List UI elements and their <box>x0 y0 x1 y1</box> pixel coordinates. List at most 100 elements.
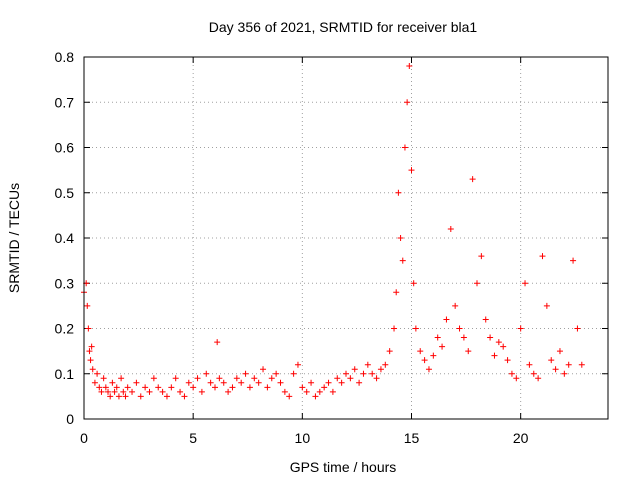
data-point <box>216 375 223 382</box>
data-point <box>181 393 188 400</box>
data-point <box>321 384 328 391</box>
chart-title: Day 356 of 2021, SRMTID for receiver bla… <box>209 19 478 35</box>
x-tick-label: 0 <box>80 430 88 446</box>
data-point <box>425 366 432 373</box>
data-point <box>356 379 363 386</box>
data-point <box>87 357 94 364</box>
y-tick-label: 0 <box>66 411 74 427</box>
data-point <box>96 384 103 391</box>
data-point <box>334 375 341 382</box>
data-point <box>401 144 408 151</box>
data-point <box>364 361 371 368</box>
data-point <box>146 388 153 395</box>
data-point <box>155 384 162 391</box>
data-point <box>539 253 546 260</box>
data-point <box>133 379 140 386</box>
data-point <box>198 388 205 395</box>
data-point <box>382 361 389 368</box>
data-point <box>246 384 253 391</box>
data-point <box>417 348 424 355</box>
plot-frame <box>83 56 609 420</box>
y-tick-label: 0.8 <box>55 49 75 65</box>
data-point <box>443 316 450 323</box>
data-point <box>122 393 129 400</box>
data-point <box>290 370 297 377</box>
data-point <box>325 379 332 386</box>
data-point <box>369 370 376 377</box>
data-point <box>338 379 345 386</box>
data-point <box>460 334 467 341</box>
data-point <box>118 375 125 382</box>
data-point <box>255 379 262 386</box>
data-point <box>308 379 315 386</box>
data-point <box>556 348 563 355</box>
y-tick-labels: 0 0.1 0.2 0.3 0.4 0.5 0.6 0.7 0.8 <box>55 49 75 427</box>
data-point <box>393 289 400 296</box>
data-point <box>329 388 336 395</box>
data-point <box>482 316 489 323</box>
data-point <box>543 302 550 309</box>
data-point <box>351 366 358 373</box>
data-point <box>109 379 116 386</box>
data-point <box>111 388 118 395</box>
data-point <box>526 361 533 368</box>
data-point <box>373 375 380 382</box>
data-point <box>190 384 197 391</box>
data-point <box>137 393 144 400</box>
data-point <box>408 167 415 174</box>
data-point <box>552 366 559 373</box>
data-point <box>91 379 98 386</box>
data-point <box>194 375 201 382</box>
data-point <box>159 388 166 395</box>
data-point <box>456 325 463 332</box>
data-point <box>264 384 271 391</box>
data-point <box>430 352 437 359</box>
data-point <box>343 370 349 377</box>
data-point <box>535 375 542 382</box>
data-point <box>491 352 498 359</box>
data-point <box>469 176 476 183</box>
data-point <box>410 280 417 287</box>
data-point <box>214 339 221 346</box>
data-point <box>251 375 258 382</box>
data-point <box>377 366 384 373</box>
y-axis-label: SRMTID / TECUs <box>6 183 22 293</box>
data-point <box>98 388 105 395</box>
x-tick-labels: 0 5 10 15 20 <box>80 430 529 446</box>
data-point <box>303 388 310 395</box>
data-point <box>478 253 485 260</box>
data-point <box>203 370 210 377</box>
data-point <box>100 375 107 382</box>
data-point <box>86 348 93 355</box>
y-tick-label: 0.3 <box>55 275 75 291</box>
data-point <box>565 361 572 368</box>
data-point <box>530 370 537 377</box>
data-point <box>142 384 149 391</box>
x-tick-label: 20 <box>513 430 529 446</box>
x-tick-label: 15 <box>404 430 420 446</box>
y-tick-label: 0.5 <box>55 185 75 201</box>
data-point <box>238 379 245 386</box>
data-point <box>412 325 419 332</box>
data-point <box>574 325 581 332</box>
data-point <box>281 388 288 395</box>
data-point <box>517 325 524 332</box>
data-point <box>474 280 480 287</box>
data-point <box>487 334 494 341</box>
data-point <box>404 99 411 106</box>
data-point <box>242 370 249 377</box>
data-point <box>504 357 511 364</box>
data-point <box>421 357 428 364</box>
data-point <box>102 384 109 391</box>
data-point <box>439 343 446 350</box>
data-point <box>294 361 301 368</box>
data-point <box>299 384 306 391</box>
x-axis-label: GPS time / hours <box>290 459 397 475</box>
data-point <box>312 393 319 400</box>
data-point <box>229 384 236 391</box>
data-point <box>548 357 555 364</box>
data-point <box>397 235 404 241</box>
data-point <box>260 366 267 373</box>
